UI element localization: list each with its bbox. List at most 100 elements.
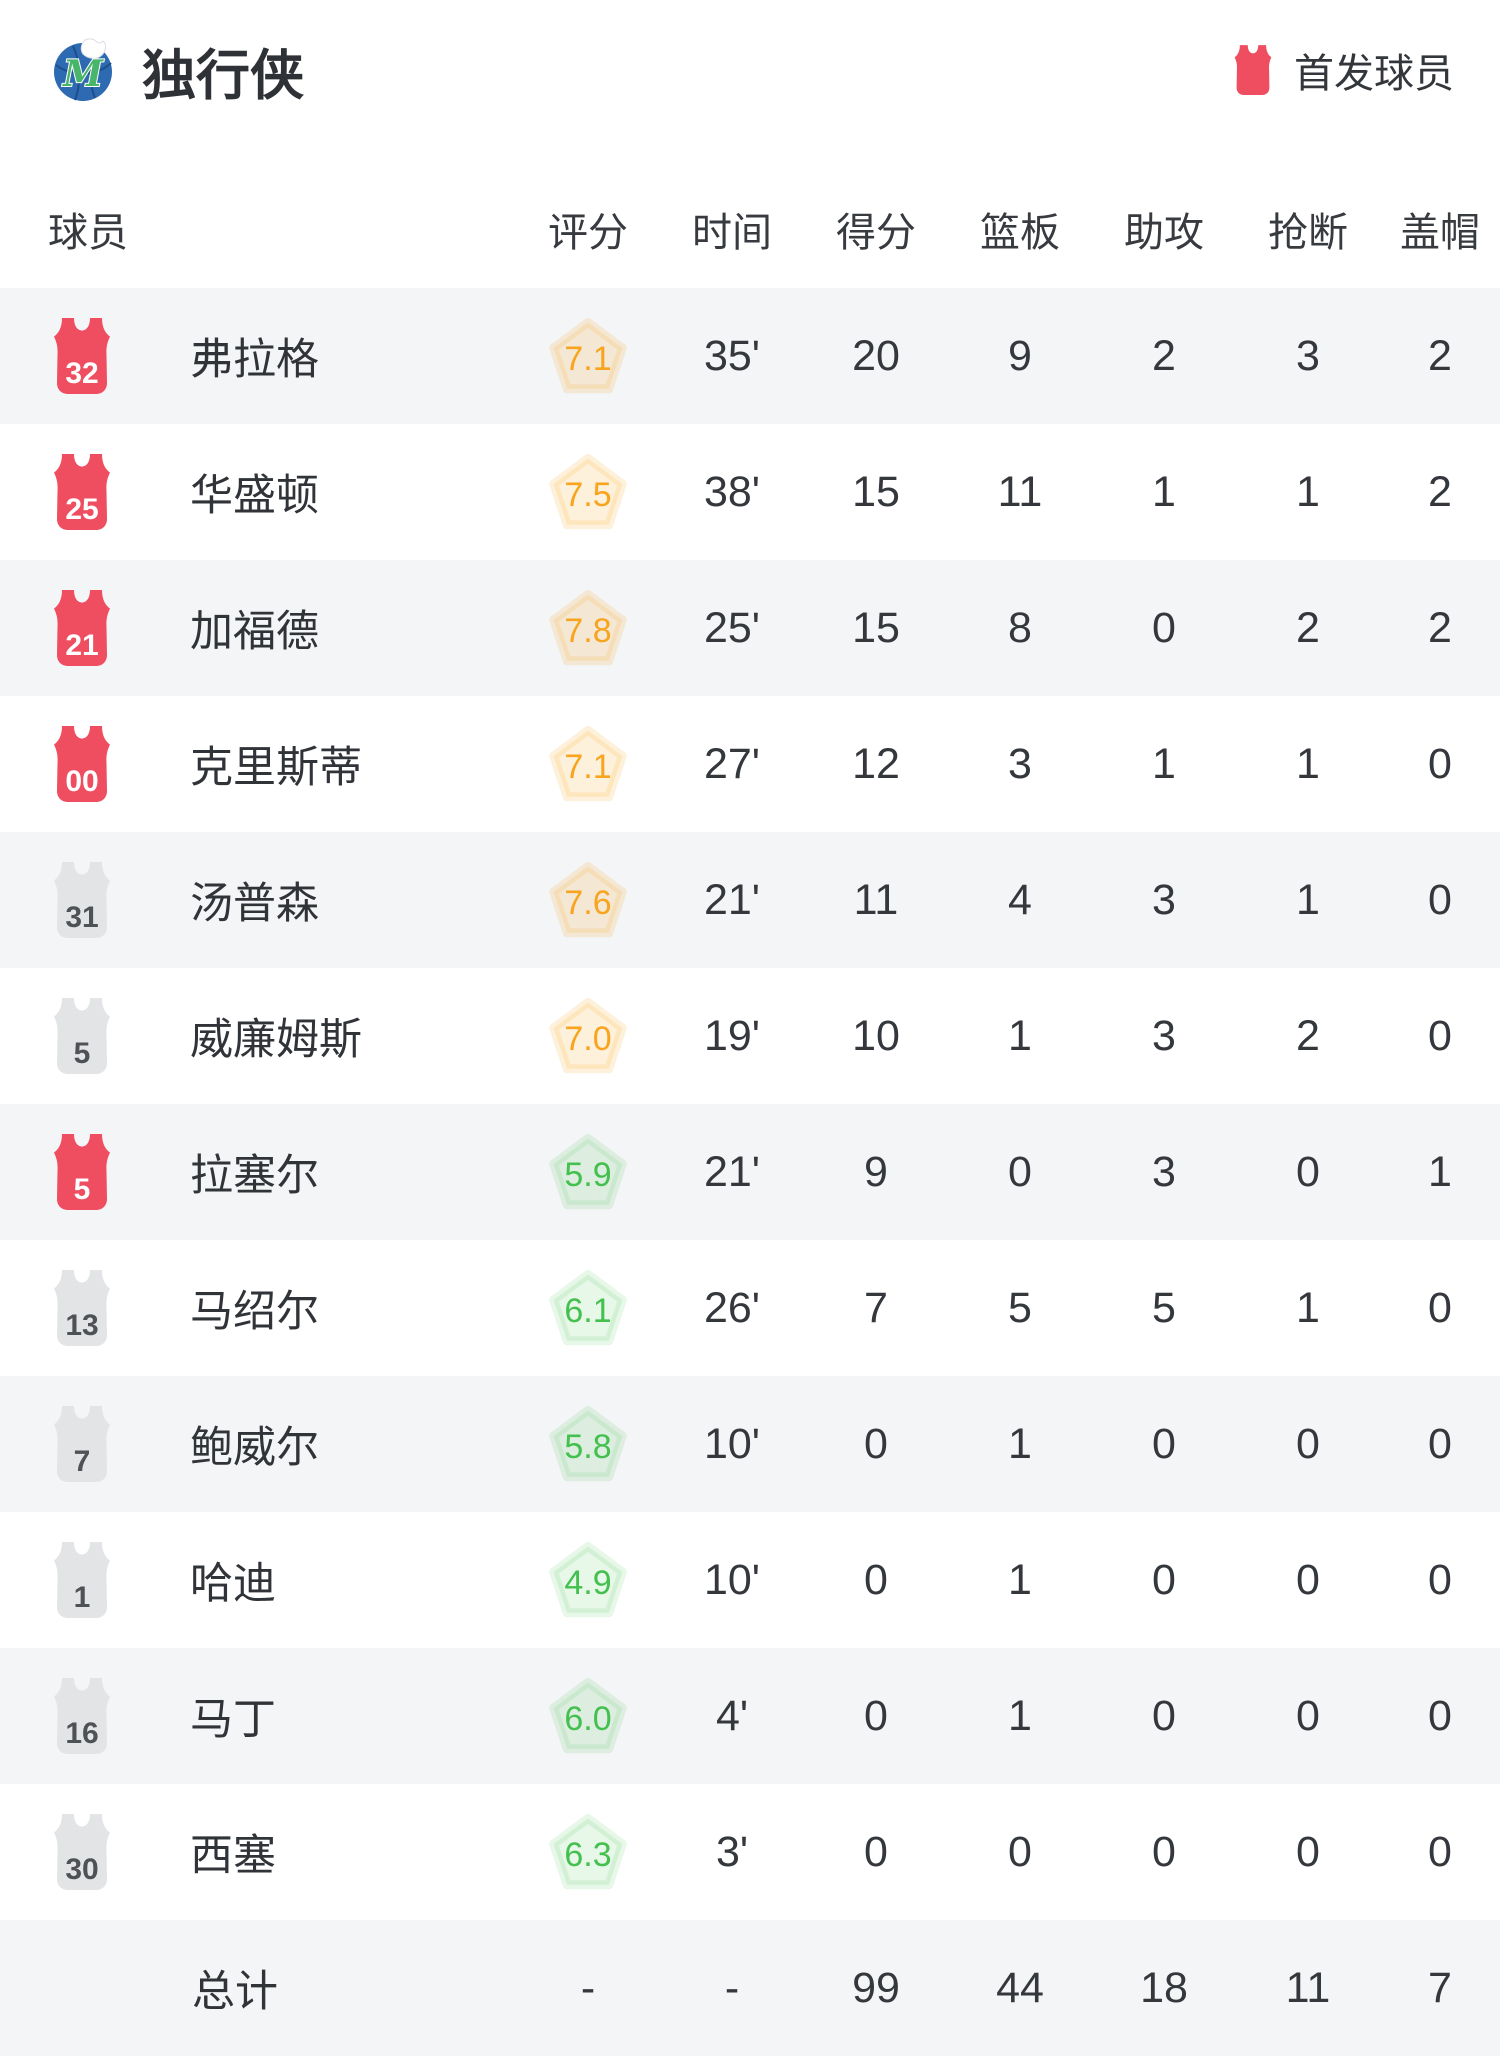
jersey-icon: 5 xyxy=(54,1134,110,1210)
player-row[interactable]: 32 弗拉格 7.1 35' 20 9 2 3 2 xyxy=(0,288,1500,424)
steals-cell: 0 xyxy=(1296,1147,1320,1196)
player-row[interactable]: 21 加福德 7.8 25' 15 8 0 2 2 xyxy=(0,560,1500,696)
points-cell: 0 xyxy=(864,1419,888,1468)
time-cell: 21' xyxy=(703,875,761,924)
jersey-number: 00 xyxy=(65,765,98,798)
rating-value: 7.0 xyxy=(564,1019,612,1058)
player-row[interactable]: 5 威廉姆斯 7.0 19' 10 1 3 2 0 xyxy=(0,968,1500,1104)
rebounds-cell: 1 xyxy=(1008,1419,1032,1468)
rebounds-cell: 0 xyxy=(1008,1147,1032,1196)
pentagon-icon xyxy=(549,1677,627,1754)
player-row[interactable]: 25 华盛顿 7.5 38' 15 11 1 1 2 xyxy=(0,424,1500,560)
assists-cell: 0 xyxy=(1152,1691,1176,1740)
player-cell: 25 华盛顿 xyxy=(0,453,516,531)
blocks-cell: 2 xyxy=(1428,331,1452,380)
pentagon-icon xyxy=(549,1541,627,1618)
points-cell: 10 xyxy=(852,1011,900,1060)
player-name: 马绍尔 xyxy=(190,1288,319,1336)
pentagon-icon xyxy=(549,318,627,394)
starter-jersey-icon xyxy=(1234,45,1272,95)
steals-cell: 0 xyxy=(1296,1419,1320,1468)
time-cell: 35' xyxy=(703,331,761,380)
points-cell: 12 xyxy=(852,739,900,788)
jersey-number: 25 xyxy=(65,493,98,526)
table-body: 32 弗拉格 7.1 35' 20 9 2 3 2 25 华盛顿 xyxy=(0,288,1500,1920)
col-header-blocks: 盖帽 xyxy=(1400,211,1480,255)
jersey-icon: 25 xyxy=(54,454,110,530)
jersey-number: 16 xyxy=(65,1717,98,1750)
team-name: 独行侠 xyxy=(142,45,304,106)
assists-cell: 1 xyxy=(1152,739,1176,788)
player-row[interactable]: 00 克里斯蒂 7.1 27' 12 3 1 1 0 xyxy=(0,696,1500,832)
jersey-icon: 1 xyxy=(54,1542,110,1618)
player-name: 马丁 xyxy=(190,1696,276,1744)
pentagon-icon xyxy=(549,1269,627,1346)
time-cell: 10' xyxy=(703,1555,761,1604)
starter-legend: 首发球员 xyxy=(1232,41,1454,99)
rating-value: 7.8 xyxy=(564,611,612,650)
points-cell: 7 xyxy=(864,1283,888,1332)
jersey-number: 32 xyxy=(65,357,98,390)
jersey-number: 13 xyxy=(65,1309,98,1342)
steals-cell: 2 xyxy=(1296,603,1320,652)
player-cell: 21 加福德 xyxy=(0,589,516,667)
time-cell: 26' xyxy=(703,1283,761,1332)
player-row[interactable]: 16 马丁 6.0 4' 0 1 0 0 0 xyxy=(0,1648,1500,1784)
rebounds-cell: 4 xyxy=(1008,875,1032,924)
blocks-cell: 0 xyxy=(1428,1283,1452,1332)
rebounds-cell: 5 xyxy=(1008,1283,1032,1332)
steals-cell: 1 xyxy=(1296,467,1320,516)
rating-value: 6.1 xyxy=(564,1291,612,1330)
points-cell: 0 xyxy=(864,1555,888,1604)
points-cell: 20 xyxy=(852,331,900,380)
blocks-cell: 0 xyxy=(1428,875,1452,924)
starter-legend-label: 首发球员 xyxy=(1294,52,1454,96)
blocks-cell: 2 xyxy=(1428,467,1452,516)
rating-value: 7.6 xyxy=(564,883,612,922)
points-cell: 15 xyxy=(852,467,900,516)
total-row: 总计 - - 99 44 18 11 7 xyxy=(0,1920,1500,2056)
rating-value: 6.0 xyxy=(564,1699,612,1738)
player-row[interactable]: 30 西塞 6.3 3' 0 0 0 0 0 xyxy=(0,1784,1500,1920)
jersey-number: 5 xyxy=(74,1037,91,1070)
team-info[interactable]: M 独行侠 xyxy=(52,31,304,110)
jersey-icon: 21 xyxy=(54,590,110,666)
steals-cell: 1 xyxy=(1296,1283,1320,1332)
rating-badge: 5.9 xyxy=(548,1133,628,1211)
jersey-icon: 31 xyxy=(54,862,110,938)
player-stats-table: 球员 评分 时间 得分 篮板 助攻 抢断 盖帽 32 弗拉格 7.1 35' 2… xyxy=(0,140,1500,2056)
jersey-number: 30 xyxy=(65,1853,98,1886)
player-cell: 32 弗拉格 xyxy=(0,317,516,395)
time-cell: 27' xyxy=(703,739,761,788)
total-steals: 11 xyxy=(1285,1963,1331,2012)
player-row[interactable]: 7 鲍威尔 5.8 10' 0 1 0 0 0 xyxy=(0,1376,1500,1512)
blocks-cell: 0 xyxy=(1428,1691,1452,1740)
player-name: 哈迪 xyxy=(190,1560,276,1608)
player-row[interactable]: 31 汤普森 7.6 21' 11 4 3 1 0 xyxy=(0,832,1500,968)
rating-value: 5.9 xyxy=(564,1155,612,1194)
rebounds-cell: 3 xyxy=(1008,739,1032,788)
rating-badge: 7.1 xyxy=(548,725,628,803)
time-cell: 19' xyxy=(703,1011,761,1060)
rating-badge: 7.6 xyxy=(548,861,628,939)
assists-cell: 2 xyxy=(1152,331,1176,380)
rebounds-cell: 11 xyxy=(997,467,1043,516)
total-label: 总计 xyxy=(192,1968,278,2016)
player-cell: 1 哈迪 xyxy=(0,1541,516,1619)
player-cell: 30 西塞 xyxy=(0,1813,516,1891)
steals-cell: 3 xyxy=(1296,331,1320,380)
col-header-points: 得分 xyxy=(836,211,916,255)
col-header-steals: 抢断 xyxy=(1268,211,1348,255)
player-row[interactable]: 1 哈迪 4.9 10' 0 1 0 0 0 xyxy=(0,1512,1500,1648)
player-cell: 7 鲍威尔 xyxy=(0,1405,516,1483)
player-row[interactable]: 13 马绍尔 6.1 26' 7 5 5 1 0 xyxy=(0,1240,1500,1376)
player-name: 拉塞尔 xyxy=(190,1152,319,1200)
col-header-time: 时间 xyxy=(692,211,772,255)
jersey-number: 5 xyxy=(74,1173,91,1206)
pentagon-icon xyxy=(549,726,627,802)
player-name: 克里斯蒂 xyxy=(190,744,362,792)
steals-cell: 0 xyxy=(1296,1691,1320,1740)
player-row[interactable]: 5 拉塞尔 5.9 21' 9 0 3 0 1 xyxy=(0,1104,1500,1240)
player-cell: 5 拉塞尔 xyxy=(0,1133,516,1211)
pentagon-icon xyxy=(549,1133,627,1210)
